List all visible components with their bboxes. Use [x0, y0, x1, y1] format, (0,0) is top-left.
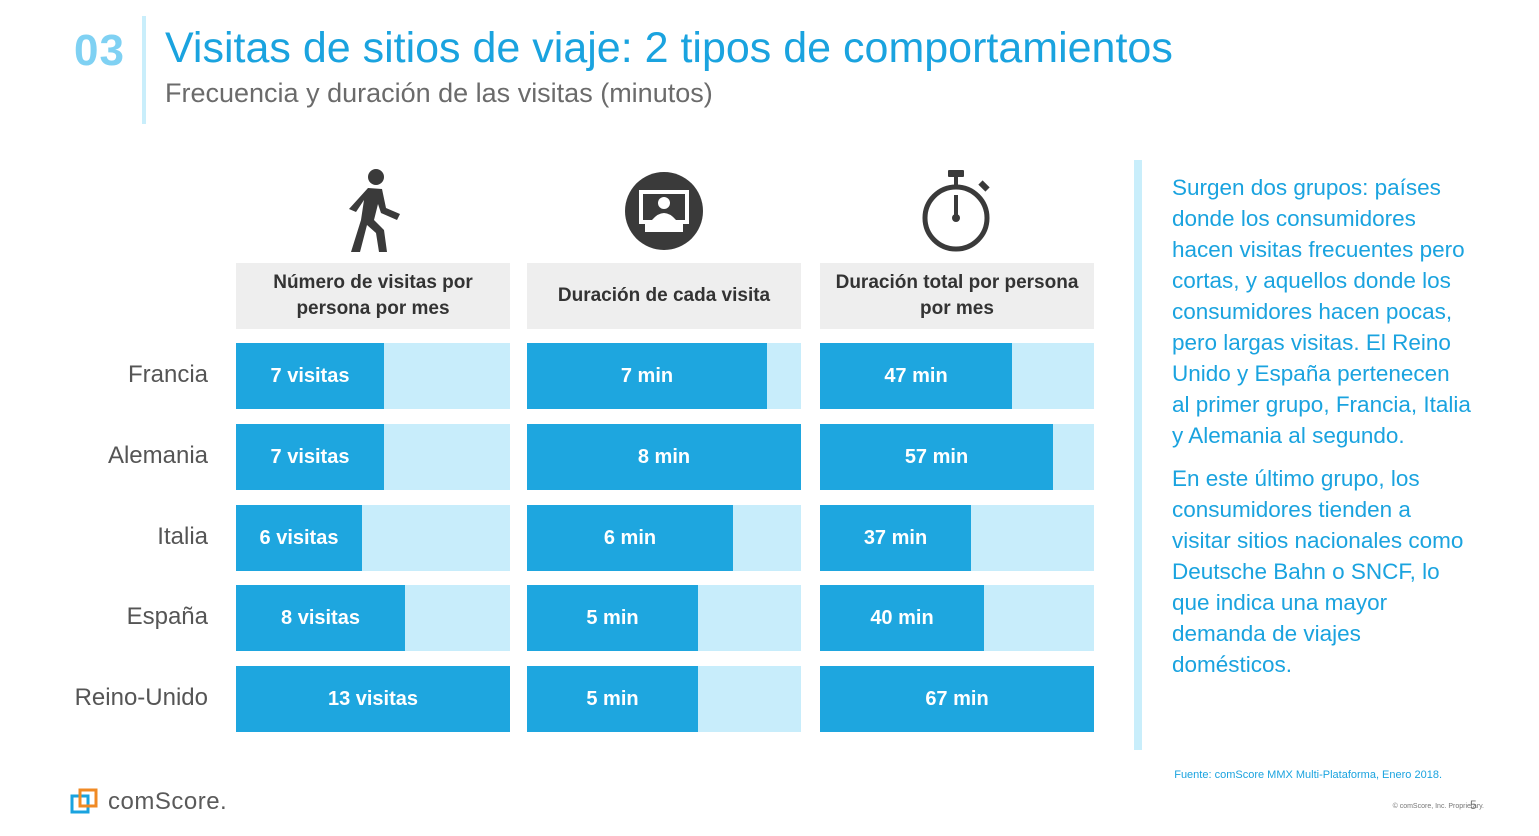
bar-track: 8 visitas — [236, 585, 510, 651]
bar — [527, 666, 698, 732]
bar-value-label: 7 min — [620, 365, 674, 387]
copyright: © comScore, Inc. Proprietary. — [1392, 803, 1484, 810]
bar — [527, 505, 733, 571]
bar-value-label: 37 min — [863, 527, 928, 549]
bar-value-label: 6 min — [603, 527, 657, 549]
bar-value-label: 13 visitas — [327, 688, 419, 710]
bar — [236, 343, 384, 409]
bar-value-label: 67 min — [925, 688, 989, 710]
bar — [820, 343, 1012, 409]
bar-track: 47 min — [820, 343, 1094, 409]
sidebar-paragraph-1: Surgen dos grupos: países donde los cons… — [1172, 175, 1471, 448]
bar-value-label: 47 min — [884, 365, 948, 387]
bar-track: 6 visitas — [236, 505, 510, 571]
bar — [236, 585, 405, 651]
bar-track: 6 min — [527, 505, 801, 571]
bar-track: 7 visitas — [236, 343, 510, 409]
row-label: Reino-Unido — [74, 684, 208, 711]
bar-track: 57 min — [820, 424, 1094, 490]
bar-track: 37 min — [820, 505, 1094, 571]
bar — [820, 585, 984, 651]
bar-track: 7 min — [527, 343, 801, 409]
bar-track: 40 min — [820, 585, 1094, 651]
bar-value-label: 5 min — [586, 688, 639, 710]
bar — [820, 505, 971, 571]
title-divider — [142, 16, 146, 124]
bar-value-label: 8 min — [637, 446, 691, 468]
bar-value-label: 7 visitas — [270, 365, 350, 387]
comscore-logo-text: comScore. — [108, 788, 228, 815]
bar — [527, 585, 698, 651]
column-header-total-duration: Duración total por persona por mes — [820, 263, 1094, 329]
section-number: 03 — [74, 26, 125, 75]
bar-value-label: 57 min — [904, 446, 969, 468]
bar — [527, 424, 801, 490]
bar — [820, 424, 1053, 490]
bar — [236, 505, 362, 571]
bar-value-label: 6 visitas — [259, 527, 339, 549]
column-header-visits: Número de visitas por persona por mes — [236, 263, 510, 329]
row-label: España — [126, 603, 208, 630]
bar — [236, 424, 384, 490]
walking-person-icon — [349, 169, 400, 252]
row-label: Alemania — [107, 442, 208, 469]
page-number: 5 — [1470, 798, 1477, 812]
bar — [236, 666, 510, 732]
bar — [820, 666, 1094, 732]
row-label: Italia — [157, 523, 208, 550]
page-subtitle: Frecuencia y duración de las visitas (mi… — [165, 78, 713, 108]
video-user-icon — [625, 172, 703, 250]
comscore-logo-icon — [70, 788, 98, 814]
bar-value-label: 7 visitas — [270, 446, 350, 468]
sidebar-divider — [1134, 160, 1142, 750]
bar-track: 5 min — [527, 666, 801, 732]
row-label: Francia — [127, 361, 208, 388]
bar-track: 8 min — [527, 424, 801, 490]
bar-value-label: 8 visitas — [281, 607, 360, 629]
bar-value-label: 40 min — [870, 607, 934, 629]
bar-track: 5 min — [527, 585, 801, 651]
sidebar-text: Surgen dos grupos: países donde los cons… — [1172, 172, 1472, 692]
source-note: Fuente: comScore MMX Multi-Plataforma, E… — [1174, 769, 1442, 781]
column-header-visit-duration: Duración de cada visita — [527, 263, 801, 329]
bar — [527, 343, 767, 409]
bar-value-label: 5 min — [586, 607, 639, 629]
stopwatch-icon — [922, 170, 990, 252]
bar-track: 13 visitas — [236, 666, 510, 732]
bar-track: 67 min — [820, 666, 1094, 732]
sidebar-paragraph-2: En este último grupo, los consumidores t… — [1172, 466, 1464, 677]
bar-track: 7 visitas — [236, 424, 510, 490]
page-title: Visitas de sitios de viaje: 2 tipos de c… — [165, 24, 1173, 72]
